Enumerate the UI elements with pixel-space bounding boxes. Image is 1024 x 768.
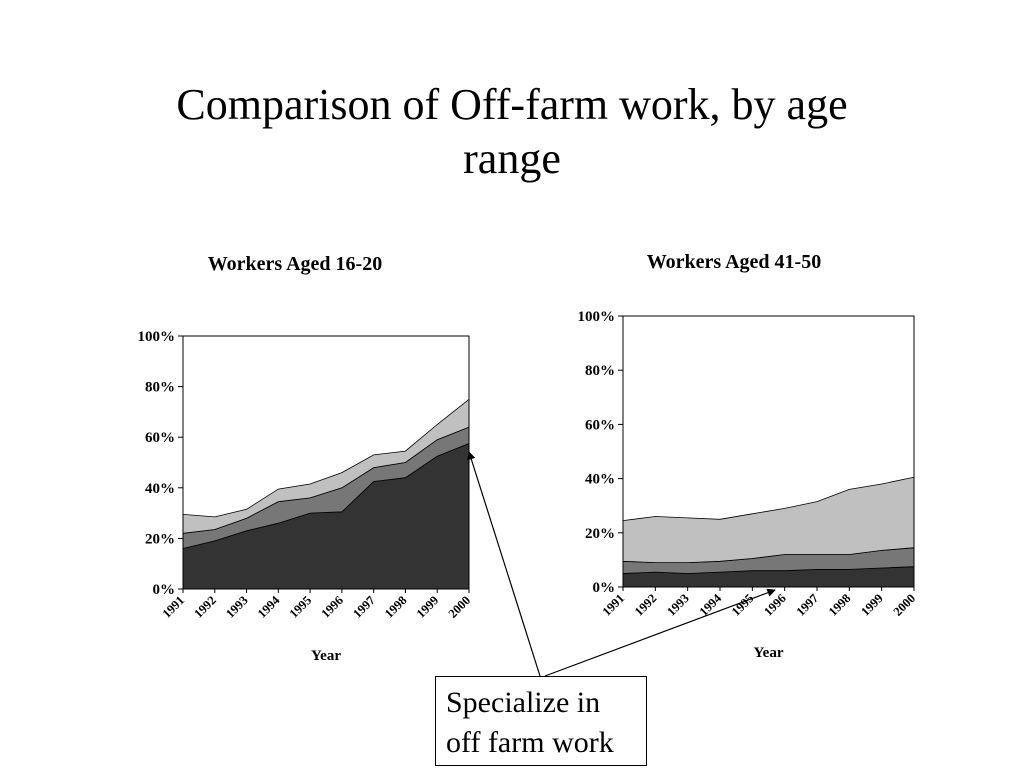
y-tick-label: 20% (145, 531, 175, 547)
callout-box: Specialize in off farm work (435, 676, 647, 766)
x-tick-label: 1994 (255, 593, 283, 621)
x-tick-label: 2000 (891, 591, 919, 619)
y-tick-label: 60% (145, 430, 175, 446)
slide-title: Comparison of Off-farm work, by age rang… (0, 78, 1024, 186)
x-axis-label: Year (311, 648, 341, 664)
y-tick-label: 100% (578, 309, 616, 325)
y-tick-label: 80% (145, 380, 175, 396)
x-tick-label: 1998 (826, 591, 854, 619)
x-tick-label: 1995 (287, 593, 315, 621)
arrow-to-left-chart (467, 451, 541, 677)
callout-line-2: off farm work (446, 726, 614, 759)
x-tick-label: 1999 (414, 593, 442, 621)
callout-arrows (467, 451, 776, 677)
plot-frame (182, 335, 470, 590)
y-tick-label: 20% (585, 526, 615, 542)
chart-workers-16-20: Workers Aged 16-200%20%40%60%80%100%1991… (138, 253, 474, 664)
y-tick-label: 0% (593, 580, 616, 596)
x-tick-label: 1999 (858, 591, 886, 619)
arrow-to-right-chart (544, 588, 776, 677)
x-axis-label: Year (754, 645, 784, 661)
y-tick-label: 100% (138, 329, 176, 345)
y-tick-label: 0% (153, 582, 176, 598)
y-tick-label: 80% (585, 363, 615, 379)
y-tick-label: 40% (145, 481, 175, 497)
chart-title: Workers Aged 16-20 (208, 253, 382, 275)
x-tick-label: 1992 (632, 591, 660, 619)
chart-workers-41-50: Workers Aged 41-500%20%40%60%80%100%1991… (578, 251, 919, 661)
x-tick-label: 1996 (318, 593, 346, 621)
x-tick-label: 1993 (223, 593, 251, 621)
x-tick-label: 1998 (382, 593, 410, 621)
callout-line-1: Specialize in (446, 686, 601, 719)
x-tick-label: 1996 (761, 591, 789, 619)
plot-frame (622, 315, 915, 588)
x-tick-label: 1993 (664, 591, 692, 619)
y-tick-label: 60% (585, 417, 615, 433)
x-tick-label: 1997 (794, 591, 822, 619)
slide-title-line-2: range (463, 134, 561, 183)
x-tick-label: 1997 (350, 593, 378, 621)
chart-title: Workers Aged 41-50 (647, 251, 821, 273)
x-tick-label: 1995 (729, 591, 757, 619)
y-tick-label: 40% (585, 472, 615, 488)
x-tick-label: 1992 (191, 593, 219, 621)
x-tick-label: 2000 (446, 593, 474, 621)
slide-title-line-1: Comparison of Off-farm work, by age (176, 80, 848, 129)
